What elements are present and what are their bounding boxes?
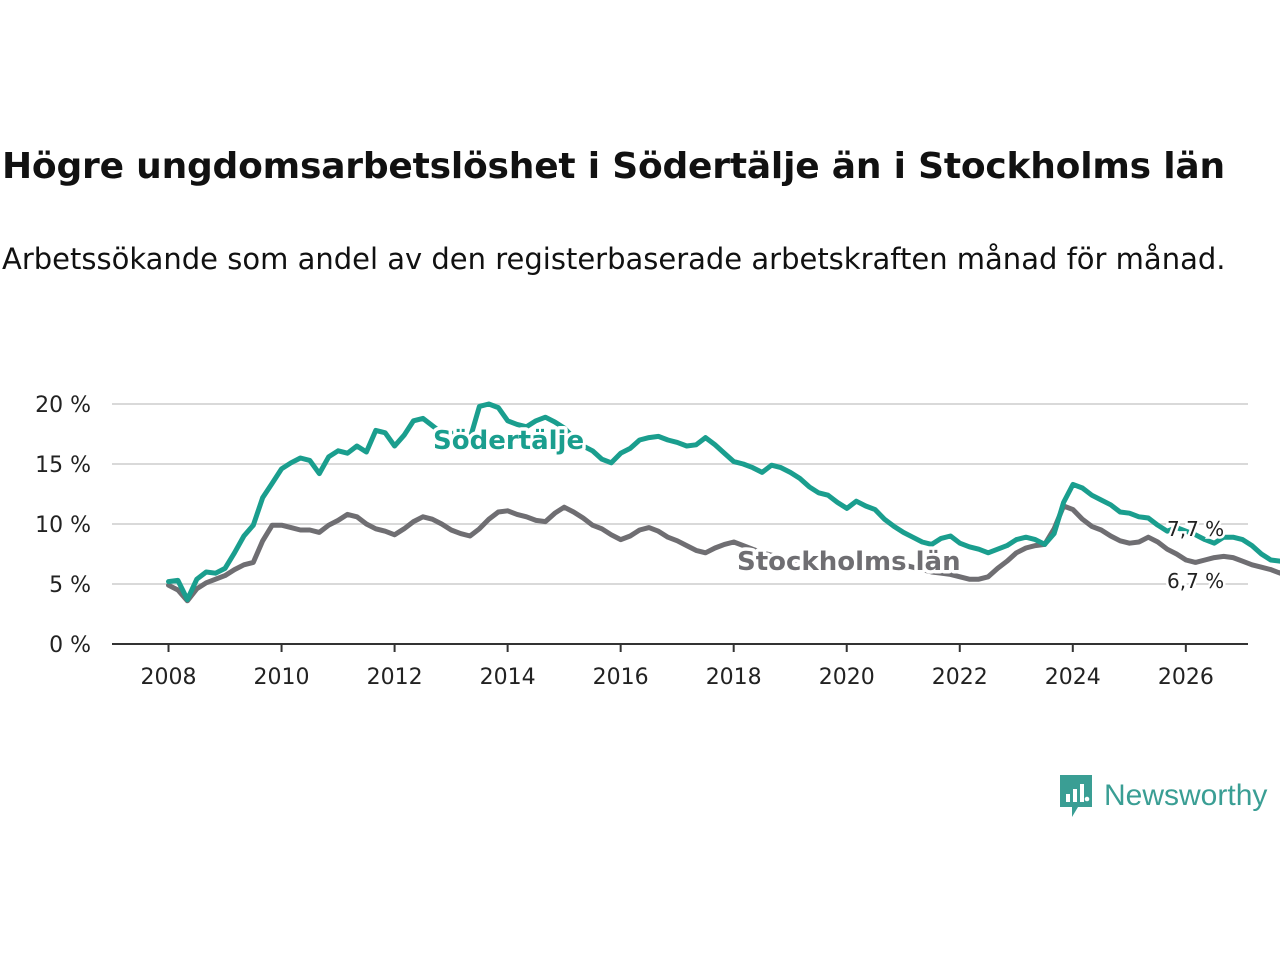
series-labels: Södertälje Stockholms län [430,423,965,581]
x-tick-label: 2022 [932,665,988,690]
gridlines [112,403,1248,585]
end-markers: 7,7 % 6,7 % [1165,515,1227,596]
series-label-stockholms-lan: Stockholms län [737,547,961,577]
series-line-sodertalje [166,401,1280,603]
x-tick-label: 2010 [254,665,310,690]
chart-subtitle: Arbetssökande som andel av den registerb… [2,242,1226,276]
line-chart: 0 %5 %10 %15 %20 % 2008 2010 2012 2014 2016 2… [35,393,1280,690]
newsworthy-logo-icon [1060,775,1092,817]
x-tick-label: 2024 [1045,665,1101,690]
y-tick-label: 15 % [35,453,91,478]
series-lines [166,401,1280,604]
y-tick-label: 10 % [35,513,91,538]
x-tick-label: 2008 [141,665,197,690]
y-axis-ticks: 0 % 5 % 10 % 15 % 20 % [35,393,91,658]
y-tick-label: 5 % [49,573,91,598]
x-tick-label: 2018 [706,665,762,690]
y-tick-label: 0 % [49,633,91,658]
chart-title: Högre ungdomsarbetslöshet i Södertälje ä… [2,146,1225,187]
x-tick-label: 2016 [593,665,649,690]
newsworthy-logo: Newsworthy [1058,773,1267,819]
y-tick-label: 20 % [35,393,91,418]
end-label-stockholms-lan: 6,7 % [1167,569,1224,593]
x-tick-label: 2014 [480,665,536,690]
x-tick-label: 2012 [367,665,423,690]
x-tick-label: 2026 [1158,665,1214,690]
series-line-stockholms-lan [166,503,1280,604]
x-tick-label: 2020 [819,665,875,690]
brand-name: Newsworthy [1104,779,1268,812]
x-axis-ticks: 2008 2010 2012 2014 2016 2018 2020 2022 2024 2026 [141,644,1214,690]
end-label-sodertalje: 7,7 % [1167,517,1224,541]
series-label-sodertalje: Södertälje [433,426,584,456]
